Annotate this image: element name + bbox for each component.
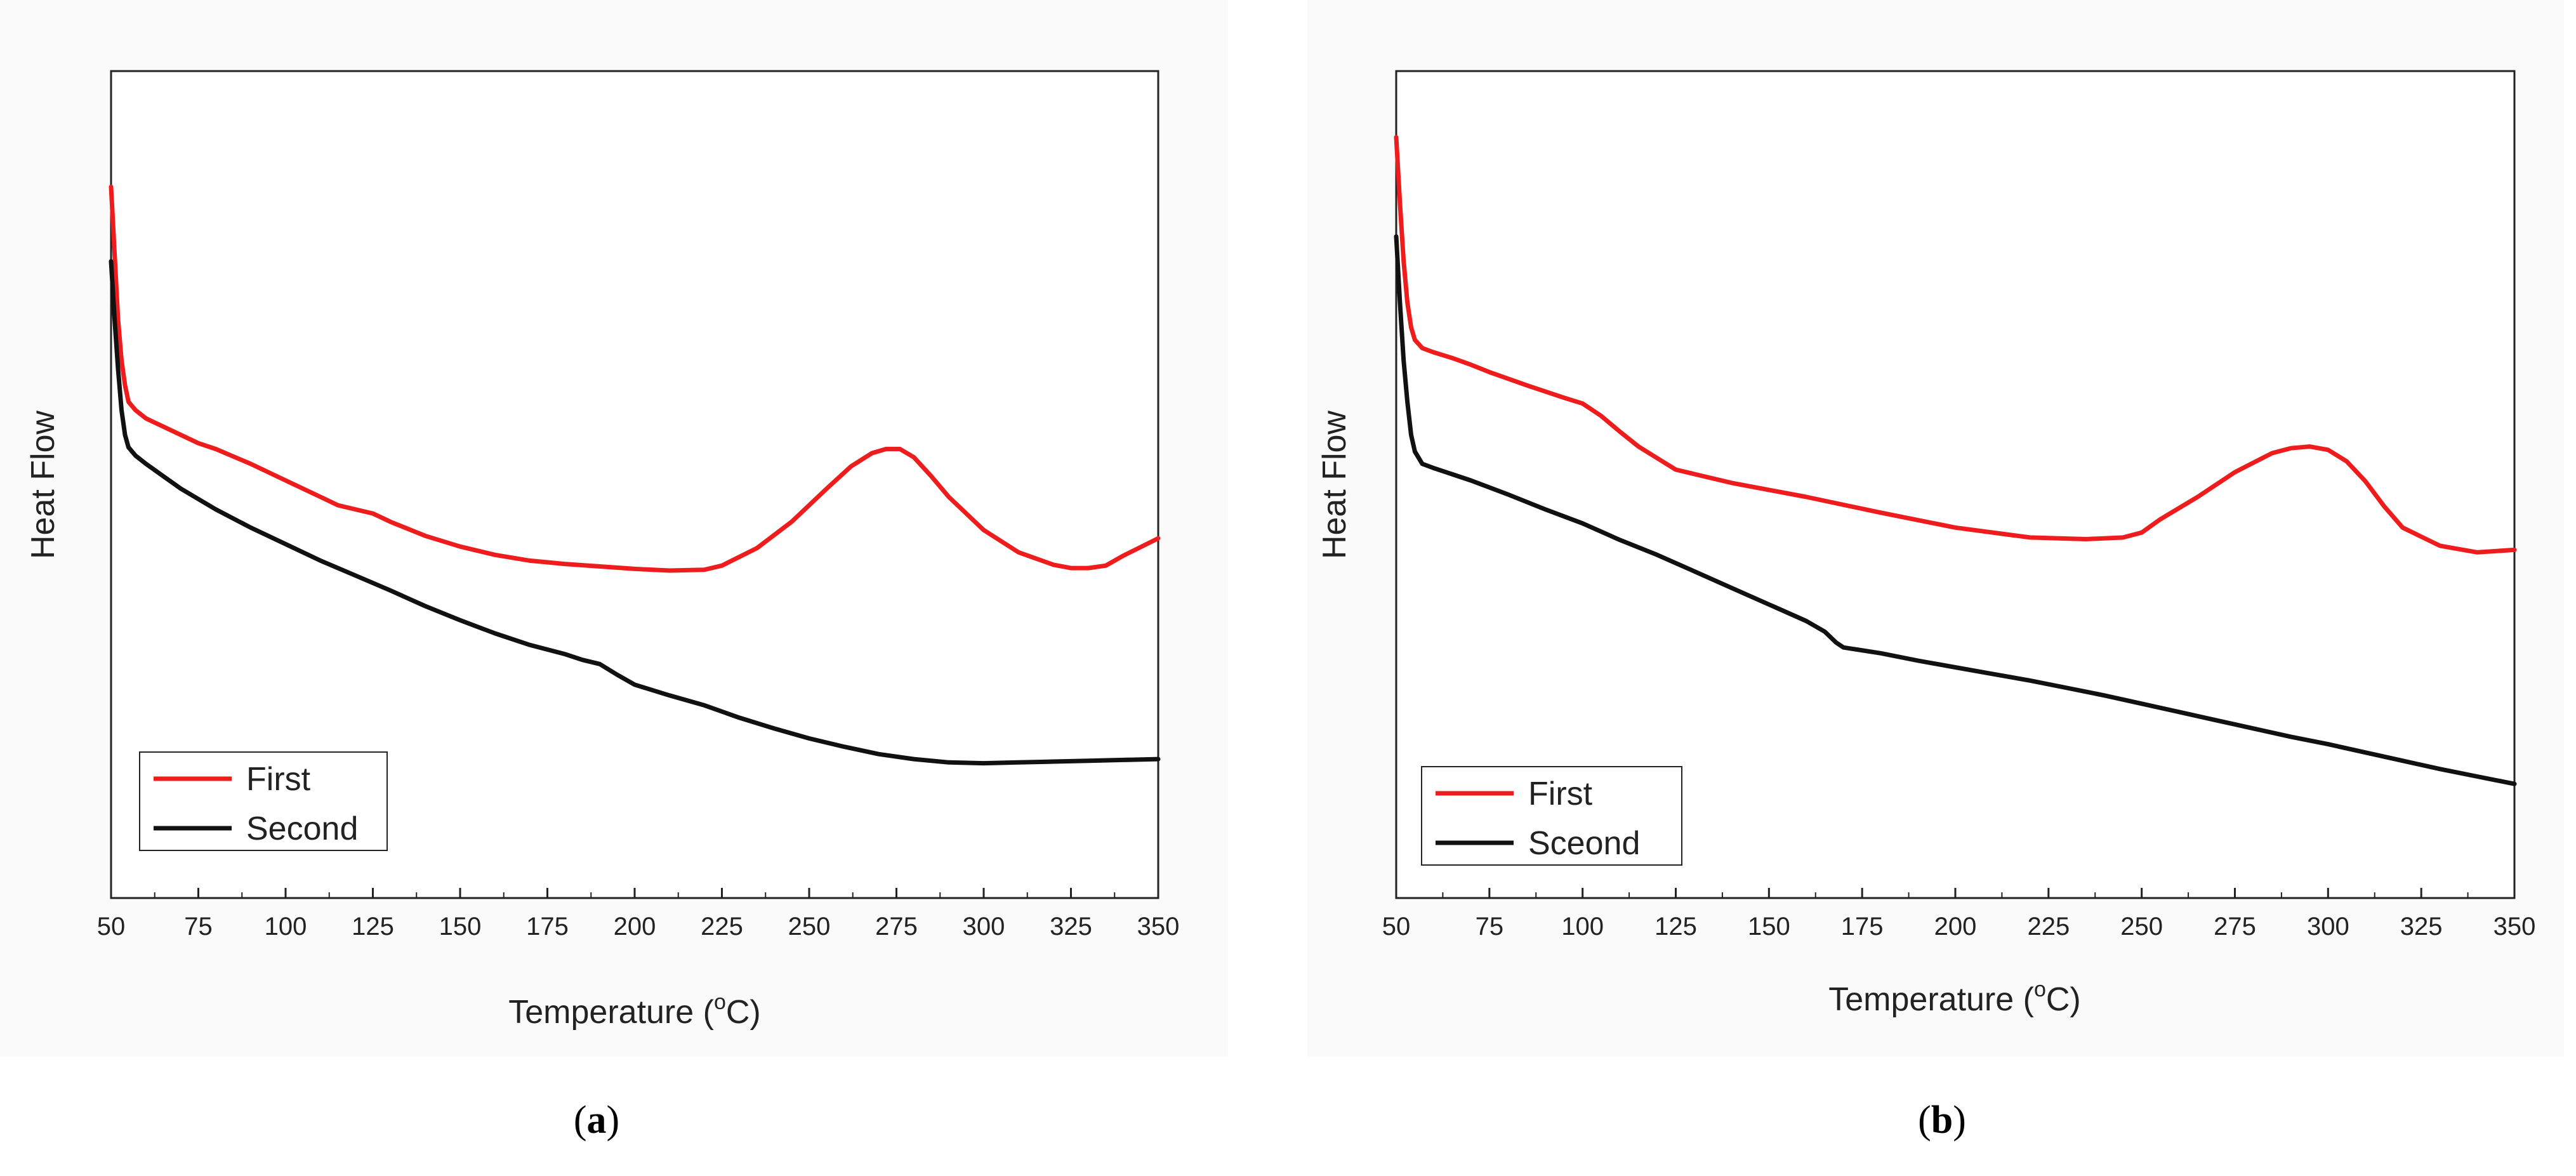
chart-a-series-first-line [109, 184, 1161, 573]
chart-a-x-tick-label: 225 [701, 913, 743, 941]
chart-b-series-second-line [1394, 234, 2517, 786]
chart-a-x-tick-label: 300 [963, 913, 1005, 941]
chart-panel-b: 50 75 100 125 150 175 200 225 250 275 300 325 350 Tem… [1316, 70, 2536, 1018]
chart-a-x-tick-label: 150 [439, 913, 482, 941]
panel-label-b: (b) [1918, 1099, 1966, 1142]
chart-b-x-tick-label: 225 [2027, 913, 2070, 941]
chart-b-x-tick-label: 250 [2120, 913, 2163, 941]
chart-b-y-axis-title: Heat Flow [1316, 411, 1353, 560]
chart-b-legend-box [1421, 766, 1682, 866]
chart-b-x-tick-label: 175 [1841, 913, 1884, 941]
chart-a-x-tick-label: 325 [1050, 913, 1092, 941]
chart-b-plot-frame [1395, 70, 2516, 899]
chart-panel-a: 50 75 100 125 150 175 200 225 250 275 300 325 350 Tem… [25, 70, 1180, 1031]
chart-b-x-tick-label: 200 [1934, 913, 1977, 941]
chart-a-legend-label-second: Second [246, 810, 358, 847]
chart-a-x-tick-label: 50 [97, 913, 126, 941]
chart-b-legend-label-first: First [1528, 776, 1593, 812]
panel-label-a: (a) [573, 1099, 620, 1142]
chart-b-x-tick-label: 150 [1748, 913, 1790, 941]
chart-b-x-tick-label: 325 [2400, 913, 2443, 941]
chart-b-series-first-line [1394, 135, 2517, 555]
chart-a-x-tick-label: 275 [875, 913, 918, 941]
chart-b-x-axis-title: Temperature (oC) [1828, 977, 2080, 1018]
chart-a-x-tick-label: 75 [184, 913, 213, 941]
chart-b-x-tick-label: 275 [2214, 913, 2256, 941]
chart-b-x-tick-label: 50 [1382, 913, 1411, 941]
chart-a-x-tick-label: 125 [352, 913, 394, 941]
chart-b-x-tick-label: 75 [1476, 913, 1504, 941]
chart-b-x-tick-label: 100 [1561, 913, 1604, 941]
chart-b-legend-label-second: Sceond [1528, 825, 1640, 862]
chart-a-legend-label-first: First [246, 761, 311, 798]
chart-a-x-axis-title: Temperature (oC) [508, 990, 760, 1031]
chart-a-x-tick-label: 250 [788, 913, 831, 941]
chart-b-x-tick-label: 350 [2493, 913, 2536, 941]
chart-a-x-tick-label: 200 [614, 913, 656, 941]
chart-a-series-second-line [109, 259, 1161, 766]
chart-a-y-axis-title: Heat Flow [25, 411, 62, 560]
chart-b-x-tick-label: 125 [1655, 913, 1697, 941]
chart-a-x-tick-label: 100 [265, 913, 307, 941]
chart-b-x-tick-label: 300 [2307, 913, 2349, 941]
chart-a-x-tick-label: 350 [1137, 913, 1180, 941]
chart-a-legend-box [139, 751, 388, 851]
chart-a-x-tick-label: 175 [526, 913, 569, 941]
